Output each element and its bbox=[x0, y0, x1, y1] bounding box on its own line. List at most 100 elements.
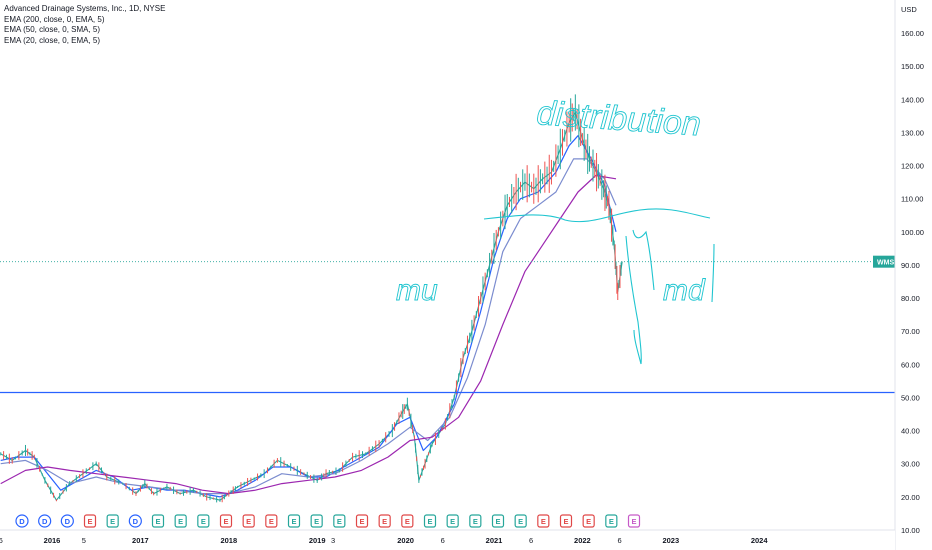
y-tick-label: 20.00 bbox=[901, 493, 920, 502]
earnings-marker[interactable]: E bbox=[605, 514, 618, 528]
earnings-marker[interactable]: E bbox=[174, 514, 187, 528]
marker-letter: E bbox=[586, 517, 591, 526]
x-tick-label: 2022 bbox=[574, 536, 591, 545]
marker-letter: E bbox=[337, 517, 342, 526]
marker-shape bbox=[15, 514, 29, 528]
marker-letter: E bbox=[609, 517, 614, 526]
y-tick-label: 100.00 bbox=[901, 228, 924, 237]
x-tick-label: 2024 bbox=[751, 536, 769, 545]
marker-letter: E bbox=[246, 517, 251, 526]
ticker-label: WMS bbox=[877, 260, 894, 267]
marker-letter: E bbox=[359, 517, 364, 526]
marker-shape bbox=[627, 514, 641, 528]
earnings-marker[interactable]: E bbox=[401, 514, 414, 528]
marker-shape bbox=[582, 514, 595, 528]
earnings-marker[interactable]: E bbox=[446, 514, 459, 528]
indicator-ema50[interactable]: EMA (50, close, 0, SMA, 5) bbox=[4, 25, 101, 34]
y-tick-label: 160.00 bbox=[901, 29, 924, 38]
y-tick-label: 30.00 bbox=[901, 460, 920, 469]
marker-shape bbox=[378, 514, 391, 528]
marker-letter: D bbox=[65, 517, 71, 526]
x-tick-label: 2016 bbox=[44, 536, 61, 545]
chart-legend: Advanced Drainage Systems, Inc., 1D, NYS… bbox=[4, 4, 165, 46]
marker-letter: E bbox=[178, 517, 183, 526]
marker-shape bbox=[219, 514, 233, 528]
marker-letter: E bbox=[427, 517, 432, 526]
sketch-arrow bbox=[625, 235, 642, 365]
marker-shape bbox=[559, 514, 573, 528]
marker-shape bbox=[83, 514, 97, 528]
earnings-marker[interactable]: E bbox=[219, 514, 233, 528]
earnings-marker[interactable]: E bbox=[423, 514, 437, 528]
marker-shape bbox=[265, 514, 278, 528]
sketch-n bbox=[632, 229, 655, 291]
earnings-marker[interactable]: E bbox=[378, 514, 391, 528]
x-tick-label: 2021 bbox=[486, 536, 503, 545]
series-line-ema50 bbox=[0, 158, 617, 495]
marker-shape bbox=[401, 514, 414, 528]
marker-letter: E bbox=[473, 517, 478, 526]
earnings-marker[interactable]: E bbox=[491, 514, 505, 528]
earnings-marker[interactable]: E bbox=[627, 514, 641, 528]
earnings-marker[interactable]: E bbox=[514, 514, 527, 528]
sketch-tick bbox=[711, 243, 715, 303]
marker-letter: E bbox=[382, 517, 387, 526]
marker-letter: E bbox=[201, 517, 206, 526]
marker-shape bbox=[355, 514, 369, 528]
marker-shape bbox=[106, 514, 119, 528]
x-tick-label: 6 bbox=[441, 536, 445, 545]
earnings-marker[interactable]: E bbox=[197, 514, 210, 528]
earnings-marker[interactable]: E bbox=[83, 514, 97, 528]
earnings-marker[interactable]: E bbox=[287, 514, 301, 528]
earnings-marker[interactable]: E bbox=[469, 514, 482, 528]
earnings-marker[interactable]: E bbox=[310, 514, 323, 528]
dividend-marker[interactable]: D bbox=[38, 514, 52, 528]
marker-letter: E bbox=[541, 517, 546, 526]
y-tick-label: 80.00 bbox=[901, 294, 920, 303]
marker-shape bbox=[491, 514, 505, 528]
y-tick-label: 120.00 bbox=[901, 162, 924, 171]
indicator-ema20[interactable]: EMA (20, close, 0, EMA, 5) bbox=[4, 35, 101, 45]
marker-letter: E bbox=[450, 517, 455, 526]
earnings-marker[interactable]: E bbox=[265, 514, 278, 528]
earnings-marker[interactable]: E bbox=[559, 514, 573, 528]
marker-shape bbox=[197, 514, 210, 528]
time-axis[interactable]: 6 2016 5 2017 2018 2019 3 2020 6 2021 6 2022 6 2023 20… bbox=[0, 529, 895, 550]
y-tick-label: 130.00 bbox=[901, 128, 924, 137]
earnings-marker[interactable]: E bbox=[582, 514, 595, 528]
indicator-ema200[interactable]: EMA (200, close, 0, EMA, 5) bbox=[4, 14, 105, 24]
marker-shape bbox=[310, 514, 323, 528]
price-axis[interactable]: USD 10.00 20.00 30.00 40.00 50.00 60.00 70.00 80… bbox=[894, 0, 932, 550]
marker-letter: E bbox=[405, 517, 410, 526]
marker-letter: E bbox=[155, 517, 160, 526]
earnings-marker[interactable]: E bbox=[106, 514, 119, 528]
x-tick-label: 2023 bbox=[662, 536, 679, 545]
marker-shape bbox=[514, 514, 527, 528]
earnings-marker[interactable]: E bbox=[537, 514, 550, 528]
dividend-marker[interactable]: D bbox=[128, 514, 142, 528]
marker-letter: E bbox=[631, 517, 636, 526]
marker-letter: E bbox=[563, 517, 568, 526]
y-tick-label: 70.00 bbox=[901, 327, 920, 336]
chart-title: Advanced Drainage Systems, Inc., 1D, NYS… bbox=[4, 4, 166, 13]
time-axis-bg bbox=[0, 530, 895, 550]
annotation-mu: mu bbox=[396, 274, 438, 307]
y-tick-label: 60.00 bbox=[901, 360, 920, 369]
earnings-marker[interactable]: E bbox=[242, 514, 255, 528]
marker-shape bbox=[151, 514, 165, 528]
earnings-marker[interactable]: E bbox=[151, 514, 165, 528]
marker-letter: E bbox=[223, 517, 228, 526]
y-tick-label: 150.00 bbox=[901, 62, 924, 71]
earnings-marker[interactable]: E bbox=[355, 514, 369, 528]
marker-letter: E bbox=[518, 517, 523, 526]
dividend-marker[interactable]: D bbox=[15, 514, 29, 528]
marker-shape bbox=[128, 514, 142, 528]
earnings-marker[interactable]: E bbox=[333, 514, 346, 528]
dividend-marker[interactable]: D bbox=[60, 514, 74, 528]
marker-shape bbox=[605, 514, 618, 528]
marker-letter: D bbox=[42, 517, 48, 526]
x-tick-label: 2018 bbox=[220, 536, 237, 545]
x-tick-label: 2017 bbox=[132, 536, 149, 545]
